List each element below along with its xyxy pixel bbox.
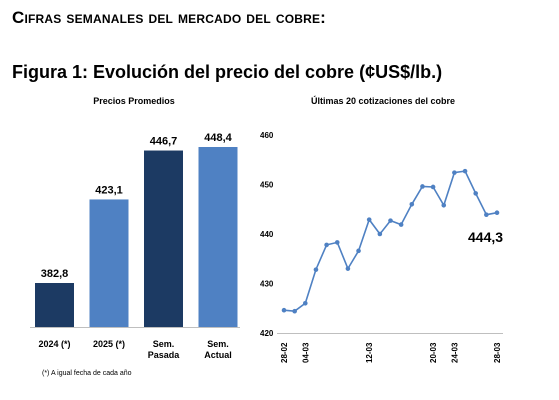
data-point [473,191,479,196]
y-tick-label: 440 [260,230,274,239]
bar-value-label: 446,7 [150,136,178,148]
bar-value-label: 423,1 [95,184,123,196]
bar-chart-title: Precios Promedios [93,96,175,106]
y-tick-label: 450 [260,181,274,190]
x-tick-label: 2024 (*) [38,339,70,349]
data-point [366,217,372,222]
footnote: (*) A igual fecha de cada año [42,370,132,377]
data-point [345,266,351,271]
bar-value-label: 382,8 [41,268,69,280]
data-point [281,307,287,313]
x-tick-label: 24-03 [450,342,459,363]
bar [35,283,74,327]
x-tick-label: 12-03 [365,342,374,363]
line-chart-title: Últimas 20 cotizaciones del cobre [311,95,455,106]
bar-value-label: 448,4 [204,132,232,144]
data-point [494,210,500,216]
figure-title: Figura 1: Evolución del precio del cobre… [12,62,443,82]
bar [89,199,129,327]
bar [144,150,183,327]
data-point [388,218,393,223]
x-tick-label: 04-03 [301,342,310,363]
data-point [377,231,383,237]
last-value-label: 444,3 [468,229,503,245]
page-title: Cifras semanales del mercado del cobre: [12,8,327,27]
y-tick-label: 460 [260,131,274,140]
data-point [409,202,415,207]
y-tick-label: 420 [260,329,274,338]
data-point [462,168,468,174]
data-point [324,242,329,248]
data-point [420,184,425,189]
data-point [484,212,489,217]
x-tick-label: Sem. [207,339,229,349]
x-tick-label: 20-03 [429,342,438,363]
x-tick-label: Pasada [148,350,181,360]
data-point [398,222,404,227]
x-tick-label: 28-02 [280,342,289,363]
data-point [334,240,340,245]
data-point [356,248,361,254]
data-point [313,267,319,272]
bar [198,147,238,327]
data-point [303,301,308,306]
price-line [283,170,498,313]
y-tick-label: 430 [260,280,274,289]
x-tick-label: 2025 (*) [93,339,125,349]
data-point [430,184,436,190]
x-tick-label: Sem. [153,339,175,349]
x-tick-label: Actual [204,350,232,360]
data-point [292,308,297,314]
data-point [441,202,447,208]
x-tick-label: 28-03 [493,342,502,363]
data-point [452,170,457,175]
